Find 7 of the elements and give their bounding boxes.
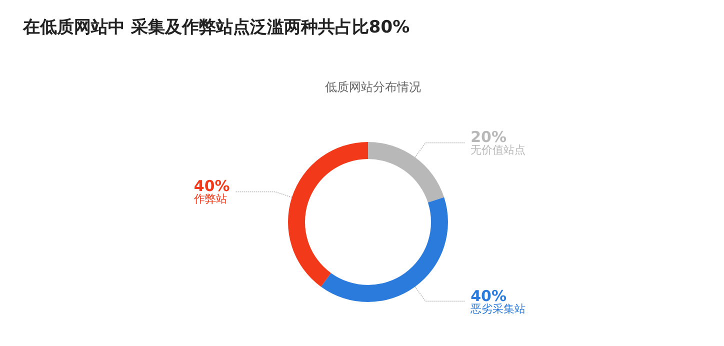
slice-label: 恶劣采集站	[470, 302, 526, 316]
chart-subtitle: 低质网站分布情况	[325, 80, 421, 94]
slice-label: 作弊站	[192, 192, 227, 206]
slice-label: 无价值站点	[470, 144, 526, 157]
data-label: 20%	[470, 128, 507, 146]
data-label: 40%	[470, 286, 507, 305]
chart-title: 在低质网站中 采集及作弊站点泛滥两种共占比80%	[22, 18, 410, 38]
